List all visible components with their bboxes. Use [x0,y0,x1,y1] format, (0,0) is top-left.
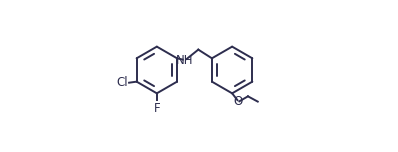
Text: O: O [234,95,243,108]
Text: F: F [154,102,160,115]
Text: NH: NH [176,54,193,67]
Text: Cl: Cl [116,76,128,89]
